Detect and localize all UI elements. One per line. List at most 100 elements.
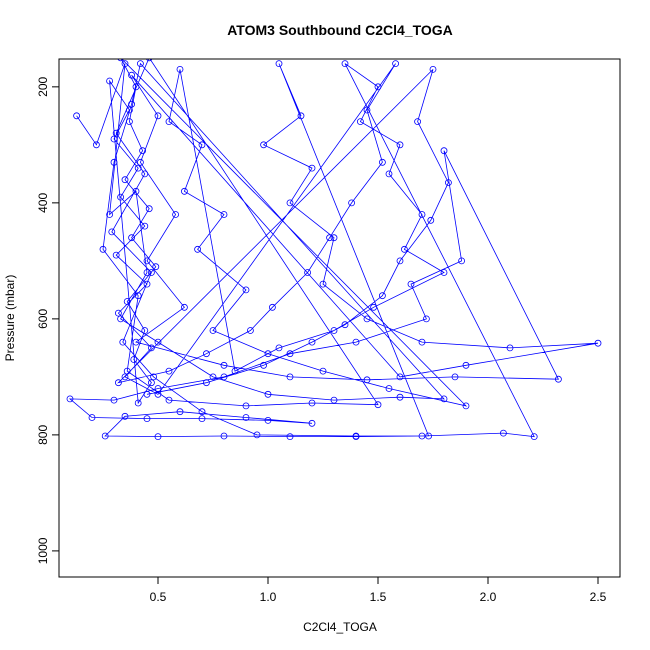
- x-tick-label: 1.0: [260, 590, 277, 604]
- data-point: [115, 309, 122, 317]
- data-point: [128, 100, 136, 108]
- data-point: [451, 373, 459, 381]
- data-point: [134, 292, 142, 300]
- data-point: [125, 106, 133, 114]
- data-point: [555, 375, 562, 383]
- data-point: [275, 344, 283, 352]
- data-point: [260, 141, 268, 149]
- data-point: [123, 367, 131, 375]
- data-point: [286, 433, 294, 441]
- data-point: [352, 338, 360, 346]
- data-point: [427, 216, 435, 224]
- series-layer: [66, 59, 602, 441]
- data-point: [147, 344, 155, 352]
- data-point: [374, 401, 382, 409]
- data-point: [396, 257, 404, 265]
- y-tick-label: 1000: [36, 537, 50, 564]
- data-point: [304, 269, 312, 276]
- data-point: [128, 71, 136, 79]
- data-point: [396, 393, 404, 401]
- data-point: [106, 77, 113, 85]
- data-point: [136, 60, 144, 67]
- data-point: [392, 60, 400, 67]
- data-point: [143, 415, 151, 423]
- x-tick-label: 2.0: [480, 590, 497, 604]
- data-point: [319, 280, 327, 288]
- data-point: [462, 361, 470, 369]
- data-point: [363, 315, 371, 323]
- data-point: [117, 315, 124, 323]
- data-point: [242, 414, 250, 421]
- plot-frame: [58, 58, 621, 578]
- data-point: [396, 373, 404, 381]
- data-point: [499, 429, 507, 437]
- data-point: [165, 367, 173, 375]
- series-line: [68, 59, 599, 438]
- data-point: [110, 135, 118, 143]
- y-tick-label: 400: [36, 193, 50, 213]
- data-point: [139, 147, 147, 155]
- data-point: [130, 356, 138, 363]
- data-point: [209, 327, 217, 334]
- data-point: [385, 170, 393, 178]
- data-point: [154, 112, 162, 120]
- data-point: [260, 361, 268, 369]
- x-axis-label: C2Cl4_TOGA: [303, 620, 377, 634]
- data-point: [506, 344, 514, 352]
- data-point: [319, 367, 327, 375]
- data-point: [462, 402, 470, 410]
- data-point: [165, 396, 173, 404]
- data-point: [99, 245, 107, 253]
- plot-area: [66, 59, 602, 441]
- data-point: [132, 83, 140, 91]
- data-point: [202, 350, 210, 358]
- data-point: [112, 251, 120, 259]
- data-point: [180, 187, 188, 195]
- data-point: [231, 367, 239, 375]
- data-point: [121, 176, 129, 184]
- data-point: [165, 118, 173, 125]
- data-point: [264, 390, 272, 398]
- data-point: [440, 147, 448, 155]
- data-point: [106, 211, 113, 218]
- data-point: [117, 59, 124, 62]
- data-point: [220, 373, 228, 381]
- data-point: [93, 141, 100, 149]
- data-point: [242, 402, 250, 410]
- data-point: [363, 376, 371, 384]
- data-point: [125, 118, 133, 125]
- data-point: [119, 338, 127, 346]
- data-point: [121, 412, 129, 420]
- data-point: [146, 59, 153, 62]
- data-point: [458, 257, 466, 265]
- data-point: [123, 298, 131, 305]
- data-point: [141, 222, 149, 230]
- data-point: [136, 158, 144, 166]
- data-point: [147, 379, 155, 387]
- y-tick-label: 200: [36, 77, 50, 97]
- data-point: [418, 338, 426, 346]
- data-point: [414, 118, 422, 125]
- data-point: [264, 416, 272, 424]
- data-point: [112, 129, 120, 137]
- data-point: [194, 245, 202, 253]
- data-point: [286, 350, 294, 358]
- data-point: [297, 112, 305, 120]
- data-point: [198, 141, 206, 149]
- data-point: [246, 327, 254, 334]
- data-point: [308, 399, 316, 407]
- data-point: [134, 164, 142, 172]
- data-point: [440, 395, 448, 403]
- data-point: [141, 327, 149, 334]
- data-point: [88, 414, 96, 421]
- data-point: [147, 269, 155, 276]
- data-point: [108, 228, 116, 236]
- chart-title: ATOM3 Southbound C2Cl4_TOGA: [227, 22, 453, 38]
- data-point: [141, 170, 149, 178]
- y-tick-label: 800: [36, 425, 50, 445]
- data-point: [356, 118, 364, 125]
- data-point: [73, 112, 80, 120]
- data-point: [440, 269, 448, 276]
- data-point: [154, 433, 162, 441]
